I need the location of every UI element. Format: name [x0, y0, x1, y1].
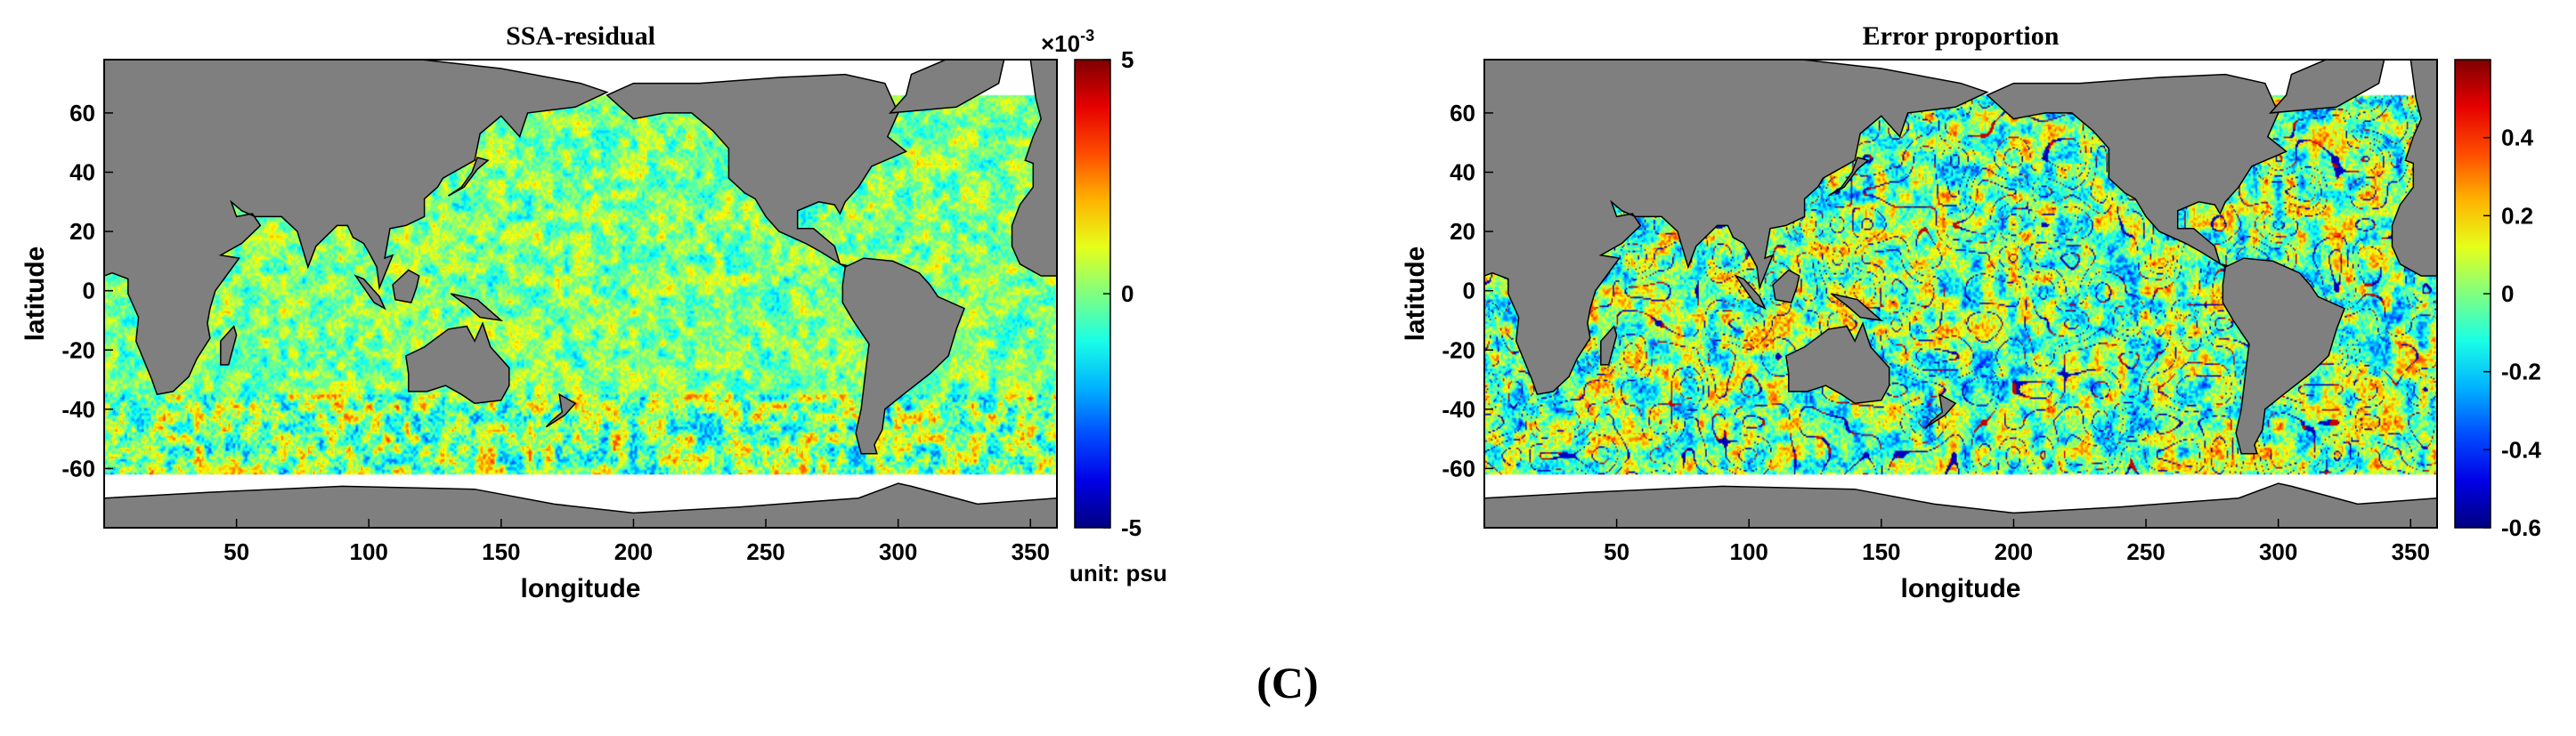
- land-polygon: [220, 325, 238, 366]
- chart-title: SSA-residual: [506, 21, 655, 51]
- y-tick-label: 0: [1463, 278, 1475, 304]
- land-polygon: [2222, 257, 2345, 455]
- y-tick-label: 0: [83, 278, 95, 304]
- x-tick-label: 150: [1862, 538, 1900, 565]
- x-tick-label: 300: [2259, 538, 2297, 565]
- land-polygon: [1830, 293, 1884, 322]
- x-tick-label: 250: [746, 538, 784, 565]
- x-axis-label: longitude: [521, 574, 641, 603]
- land-polygon: [1484, 60, 1989, 396]
- land-polygon: [841, 257, 965, 455]
- chart-title: Error proportion: [1863, 21, 2060, 51]
- land-polygon: [1784, 321, 1890, 404]
- land-polygon: [2391, 60, 2437, 277]
- colorbar-tick-label: 0: [1121, 280, 1134, 307]
- land-polygon: [447, 156, 490, 197]
- x-tick-label: 350: [1012, 538, 1050, 565]
- land-polygon: [888, 60, 1005, 114]
- colorbar-tick-label: -5: [1121, 514, 1142, 541]
- y-tick-label: -40: [61, 396, 95, 423]
- y-tick-label: 60: [69, 100, 95, 126]
- x-tick-label: 200: [614, 538, 653, 565]
- land-masses: [104, 60, 1057, 528]
- y-tick-label: -40: [1442, 396, 1475, 423]
- land-masses: [1484, 60, 2437, 528]
- y-tick-label: 20: [1450, 218, 1475, 245]
- colorbar-tick-label: -0.6: [2501, 514, 2541, 541]
- figure-panel-label: (C): [1256, 658, 1319, 708]
- land-polygon: [392, 269, 420, 303]
- colorbar-tick-label: 0.4: [2501, 125, 2534, 151]
- y-tick-label: 40: [1450, 159, 1475, 186]
- y-axis-label: latitude: [1401, 247, 1430, 342]
- y-tick-label: -20: [61, 336, 95, 363]
- x-tick-label: 150: [482, 538, 520, 565]
- land-polygon: [1827, 156, 1870, 197]
- axes-frame: [1483, 59, 2438, 529]
- y-tick-label: -60: [61, 455, 95, 481]
- y-tick-label: 40: [69, 159, 95, 186]
- land-polygon: [1011, 60, 1057, 277]
- land-polygon: [1772, 269, 1800, 303]
- x-tick-label: 50: [223, 538, 249, 565]
- axes-frame: [103, 59, 1058, 529]
- y-tick-label: -60: [1442, 455, 1475, 481]
- x-tick-label: 300: [879, 538, 917, 565]
- x-axis-label: longitude: [1901, 574, 2021, 603]
- x-tick-label: 100: [350, 538, 388, 565]
- land-polygon: [104, 482, 1057, 528]
- x-tick-label: 50: [1604, 538, 1629, 565]
- land-polygon: [1734, 274, 1767, 311]
- y-axis-label: latitude: [20, 247, 50, 342]
- land-polygon: [605, 73, 908, 268]
- y-tick-label: 20: [69, 218, 95, 245]
- x-tick-label: 350: [2392, 538, 2430, 565]
- land-polygon: [2268, 60, 2385, 114]
- land-polygon: [1600, 325, 1618, 366]
- land-polygon: [404, 321, 510, 404]
- colorbar-tick-label: 0: [2501, 280, 2514, 307]
- colorbar-tick-label: 5: [1121, 46, 1134, 73]
- colorbar-tick-label: -0.4: [2501, 436, 2541, 463]
- y-tick-label: 60: [1450, 100, 1475, 126]
- x-tick-label: 200: [1995, 538, 2033, 565]
- x-tick-label: 250: [2126, 538, 2165, 565]
- x-tick-label: 100: [1730, 538, 1768, 565]
- land-polygon: [353, 274, 386, 311]
- colorbar-unit-label: unit: psu: [1069, 560, 1167, 586]
- colorbar-tick-label: -0.2: [2501, 359, 2541, 385]
- land-polygon: [1925, 392, 1957, 428]
- colorbar-tick-label: 0.2: [2501, 202, 2533, 229]
- land-polygon: [450, 293, 504, 322]
- land-polygon: [545, 392, 577, 428]
- land-polygon: [1484, 482, 2437, 528]
- colorbar-multiplier: ×10-3: [1041, 27, 1094, 57]
- land-polygon: [1986, 73, 2288, 268]
- land-polygon: [104, 60, 609, 396]
- y-tick-label: -20: [1442, 336, 1475, 363]
